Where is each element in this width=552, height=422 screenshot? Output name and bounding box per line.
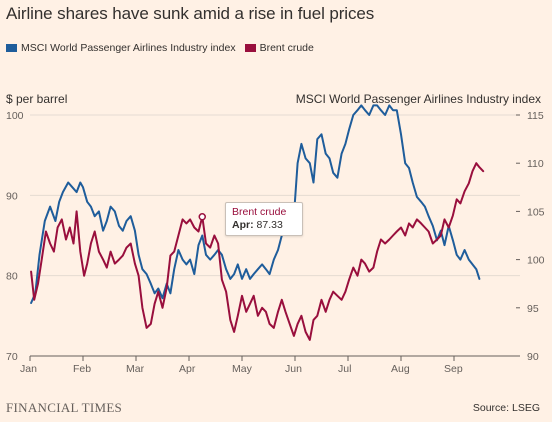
data-tooltip: Brent crude Apr: 87.33 — [225, 202, 303, 236]
right-tick-label-115: 115 — [527, 110, 544, 122]
axis-ticks: 70 80 90 100 90 95 100 105 110 115 Jan Feb Mar Apr May… — [6, 110, 545, 375]
x-tick-label-Aug: Aug — [391, 363, 410, 375]
tooltip-value-row: Apr: 87.33 — [232, 219, 298, 232]
legend-label-msci: MSCI World Passenger Airlines Industry i… — [21, 42, 236, 54]
x-tick-label-Jan: Jan — [20, 363, 37, 375]
legend-label-brent: Brent crude — [259, 42, 314, 54]
left-tick-label-70: 70 — [6, 351, 18, 363]
x-tick-label-May: May — [232, 363, 253, 375]
right-tick-label-100: 100 — [527, 255, 545, 267]
tooltip-point — [198, 213, 206, 221]
series-line-msci — [30, 104, 481, 304]
x-tick-label-Mar: Mar — [126, 363, 145, 375]
left-tick-label-80: 80 — [6, 271, 18, 283]
left-tick-label-100: 100 — [6, 110, 24, 122]
legend-swatch-brent — [244, 44, 256, 52]
x-tick-label-Apr: Apr — [179, 363, 196, 375]
chart-title: Airline shares have sunk amid a rise in … — [6, 4, 375, 23]
right-tick-label-105: 105 — [527, 206, 545, 218]
x-tick-label-Feb: Feb — [73, 363, 91, 375]
series-lines — [30, 104, 485, 341]
tooltip-value: 87.33 — [256, 219, 283, 231]
right-axis-label: MSCI World Passenger Airlines Industry i… — [295, 92, 541, 106]
tooltip-colon: : — [250, 219, 254, 231]
footer-source: Source: LSEG — [472, 402, 540, 414]
right-tick-label-110: 110 — [527, 158, 544, 170]
legend-item-msci[interactable]: MSCI World Passenger Airlines Industry i… — [6, 42, 236, 54]
footer-brand: FINANCIAL TIMES — [6, 400, 123, 415]
x-tick-label-Jun: Jun — [285, 363, 302, 375]
legend-swatch-msci — [6, 44, 17, 52]
tooltip-month: Apr — [232, 219, 251, 231]
left-axis-label: $ per barrel — [6, 92, 68, 106]
x-tick-label-Sep: Sep — [444, 363, 463, 375]
x-tick-label-Jul: Jul — [338, 363, 351, 375]
legend-item-brent[interactable]: Brent crude — [244, 42, 314, 54]
legend: MSCI World Passenger Airlines Industry i… — [6, 42, 323, 54]
series-line-brent — [30, 162, 485, 341]
tooltip-series: Brent crude — [232, 206, 287, 218]
tooltip-marker — [198, 213, 206, 221]
right-tick-label-90: 90 — [527, 351, 539, 363]
left-tick-label-90: 90 — [6, 190, 18, 202]
right-tick-label-95: 95 — [527, 303, 539, 315]
